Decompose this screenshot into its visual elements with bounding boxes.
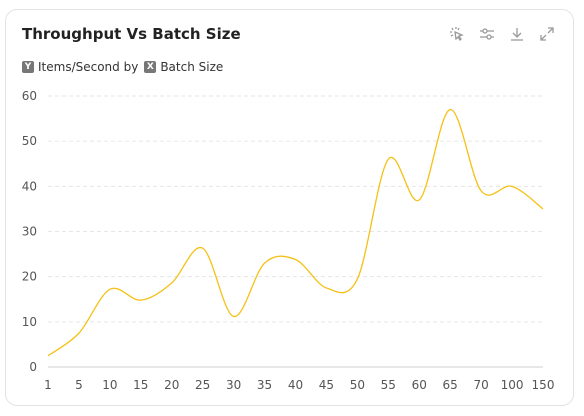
y-axis-badge: Y (22, 61, 34, 73)
x-tick-label: 55 (381, 378, 396, 392)
x-tick-label: 100 (501, 378, 524, 392)
expand-icon[interactable] (537, 24, 557, 44)
x-axis-legend-label: Batch Size (160, 60, 224, 74)
x-tick-label: 40 (288, 378, 303, 392)
x-tick-label: 25 (195, 378, 210, 392)
x-tick-label: 45 (319, 378, 334, 392)
select-cursor-icon[interactable] (447, 24, 467, 44)
x-tick-labels: 1 5 10 15 20 25 30 35 40 45 50 55 60 65 70 100 150 (44, 378, 554, 392)
chart-title: Throughput Vs Batch Size (22, 25, 241, 43)
x-tick-label: 5 (75, 378, 83, 392)
x-tick-label: 30 (226, 378, 241, 392)
y-tick-label: 60 (22, 89, 37, 103)
x-tick-label: 15 (133, 378, 148, 392)
x-tick-label: 10 (102, 378, 117, 392)
x-tick-label: 35 (257, 378, 272, 392)
x-tick-label: 50 (350, 378, 365, 392)
x-tick-label: 60 (412, 378, 427, 392)
chart-toolbar (447, 24, 557, 44)
x-tick-label: 20 (164, 378, 179, 392)
x-tick-label: 70 (473, 378, 488, 392)
download-icon[interactable] (507, 24, 527, 44)
y-tick-label: 40 (22, 179, 37, 193)
chart-card: Throughput Vs Batch Size Y Item (5, 9, 574, 406)
x-tick-label: 1 (44, 378, 52, 392)
y-axis-legend-label: Items/Second by (38, 60, 139, 74)
x-tick-label: 150 (532, 378, 555, 392)
y-tick-label: 20 (22, 270, 37, 284)
filter-sliders-icon[interactable] (477, 24, 497, 44)
y-tick-label: 10 (22, 315, 37, 329)
grid-layer (48, 95, 543, 368)
series-line (47, 108, 544, 357)
axis-legend: Y Items/Second by X Batch Size (22, 60, 223, 74)
x-tick-label: 65 (443, 378, 458, 392)
y-tick-labels: 0 10 20 30 40 50 60 (22, 89, 37, 374)
y-tick-label: 50 (22, 134, 37, 148)
y-tick-label: 0 (29, 360, 37, 374)
y-tick-label: 30 (22, 225, 37, 239)
x-axis-badge: X (144, 61, 157, 73)
